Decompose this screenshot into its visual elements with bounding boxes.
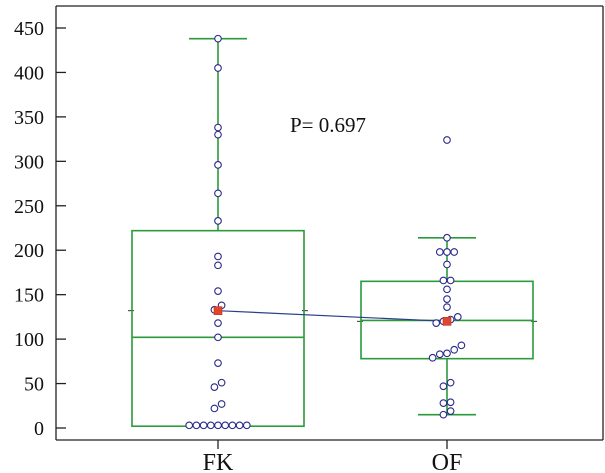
data-point [228, 421, 237, 430]
mean-point-of [442, 317, 452, 326]
data-point [210, 404, 219, 413]
data-point [214, 217, 222, 225]
data-point [214, 64, 222, 72]
data-point [446, 378, 455, 387]
data-point [185, 421, 194, 430]
data-point [214, 319, 222, 327]
data-point [457, 341, 466, 350]
data-point [439, 276, 448, 285]
y-tick-label: 300 [14, 151, 44, 173]
data-point [235, 421, 244, 430]
data-point [428, 353, 437, 362]
y-tick-label: 250 [14, 196, 44, 218]
p-value-annotation: P= 0.697 [290, 113, 366, 137]
plot-area [128, 34, 537, 430]
data-point [217, 400, 226, 408]
data-point [214, 421, 222, 430]
data-point [199, 421, 208, 430]
data-point [206, 421, 215, 430]
data-point [439, 382, 448, 391]
y-tick-label: 0 [34, 418, 44, 440]
data-point [432, 319, 441, 327]
data-point [439, 410, 448, 419]
data-point [443, 303, 451, 311]
data-point [214, 130, 222, 139]
y-tick-label: 350 [14, 107, 44, 129]
data-point [210, 383, 219, 391]
data-point [443, 136, 451, 144]
box-fk [131, 37, 305, 428]
data-point [443, 260, 451, 269]
data-point [221, 421, 230, 430]
data-point [453, 313, 462, 321]
y-tick-label: 150 [14, 285, 44, 307]
data-point [439, 399, 448, 407]
y-tick-label: 50 [24, 374, 44, 396]
data-point [214, 287, 222, 295]
data-point [192, 421, 201, 430]
data-point [443, 233, 451, 242]
data-point [217, 378, 226, 387]
data-point [214, 261, 222, 270]
mean-point-fk [213, 306, 223, 315]
points-of [428, 136, 466, 419]
data-point [242, 421, 251, 430]
data-point [214, 359, 222, 367]
data-point [443, 248, 451, 256]
data-point [214, 252, 222, 261]
data-point [446, 407, 455, 415]
data-point [450, 248, 459, 256]
data-point [446, 276, 455, 285]
data-point [214, 34, 222, 43]
y-tick-label: 200 [14, 240, 44, 262]
data-point [435, 248, 444, 256]
data-point [446, 398, 455, 407]
data-point [214, 123, 222, 132]
y-tick-label: 450 [14, 18, 44, 40]
y-tick-label: 400 [14, 62, 44, 84]
data-point [443, 349, 451, 358]
x-category-label: OF [432, 450, 463, 473]
x-category-label: FK [203, 450, 234, 473]
points-fk [185, 34, 251, 430]
data-point [214, 333, 222, 342]
data-point [435, 350, 444, 359]
mean-connector-line [217, 310, 448, 322]
y-axis: 0 50 100 150 200 250 300 350 400 450 [14, 18, 66, 440]
axis-frame [55, 5, 604, 441]
data-point [214, 189, 222, 198]
x-axis: FK OF [203, 440, 463, 473]
y-tick-label: 100 [14, 329, 44, 351]
data-point [443, 295, 451, 303]
data-point [443, 285, 451, 294]
data-point [214, 161, 222, 169]
data-point [450, 345, 459, 354]
